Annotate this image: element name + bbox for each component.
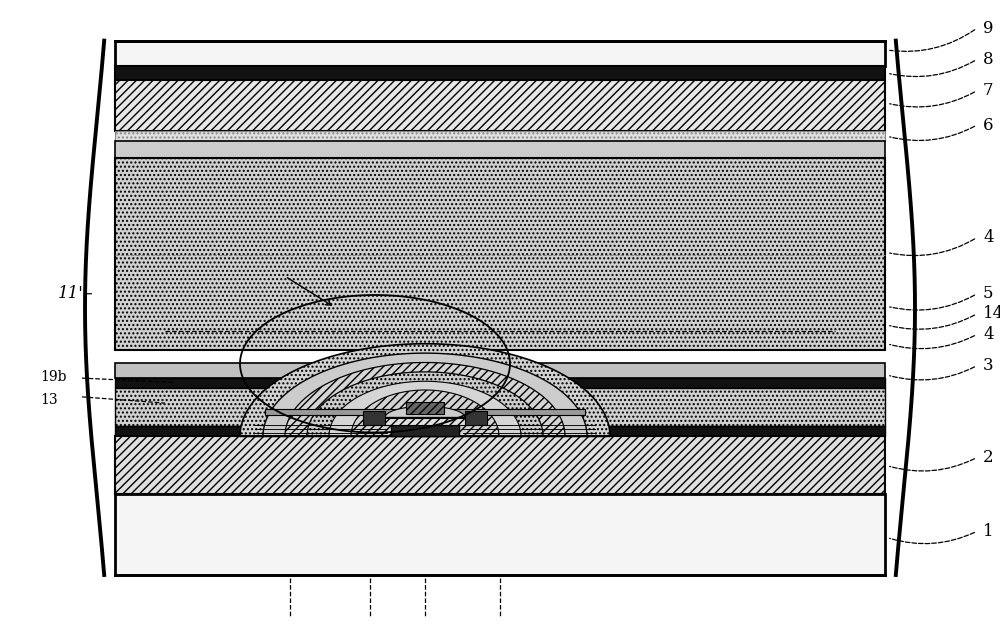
Text: 11': 11' xyxy=(58,285,84,302)
Bar xyxy=(115,158,885,350)
Text: 6: 6 xyxy=(983,116,994,134)
Polygon shape xyxy=(329,381,521,436)
Bar xyxy=(406,402,444,414)
Text: 13: 13 xyxy=(40,393,58,407)
Bar xyxy=(380,418,470,425)
Bar xyxy=(115,141,885,158)
Bar xyxy=(115,426,885,436)
Text: 7: 7 xyxy=(983,82,994,99)
Bar xyxy=(391,425,459,436)
Text: 4: 4 xyxy=(983,229,994,246)
Bar xyxy=(115,388,885,426)
Text: 14: 14 xyxy=(983,305,1000,322)
Bar xyxy=(115,66,885,80)
Polygon shape xyxy=(240,344,610,436)
Polygon shape xyxy=(385,406,465,418)
Text: 9: 9 xyxy=(983,19,994,37)
Bar xyxy=(465,411,487,425)
Text: 5: 5 xyxy=(983,285,994,302)
Bar xyxy=(115,80,885,131)
Polygon shape xyxy=(285,362,565,436)
Bar xyxy=(115,362,885,378)
Text: 19b: 19b xyxy=(40,370,66,384)
Polygon shape xyxy=(307,372,543,436)
Text: 2: 2 xyxy=(983,449,994,466)
Text: 3: 3 xyxy=(983,357,994,374)
Bar xyxy=(115,378,885,388)
Bar xyxy=(265,409,585,416)
Text: 1: 1 xyxy=(983,522,994,540)
Text: 4: 4 xyxy=(983,326,994,343)
Text: 8: 8 xyxy=(983,51,994,68)
Bar xyxy=(115,436,885,494)
Polygon shape xyxy=(351,390,499,436)
Bar xyxy=(363,411,385,425)
Bar xyxy=(115,41,885,66)
Bar xyxy=(115,131,885,141)
Polygon shape xyxy=(263,353,587,436)
Bar xyxy=(115,494,885,575)
